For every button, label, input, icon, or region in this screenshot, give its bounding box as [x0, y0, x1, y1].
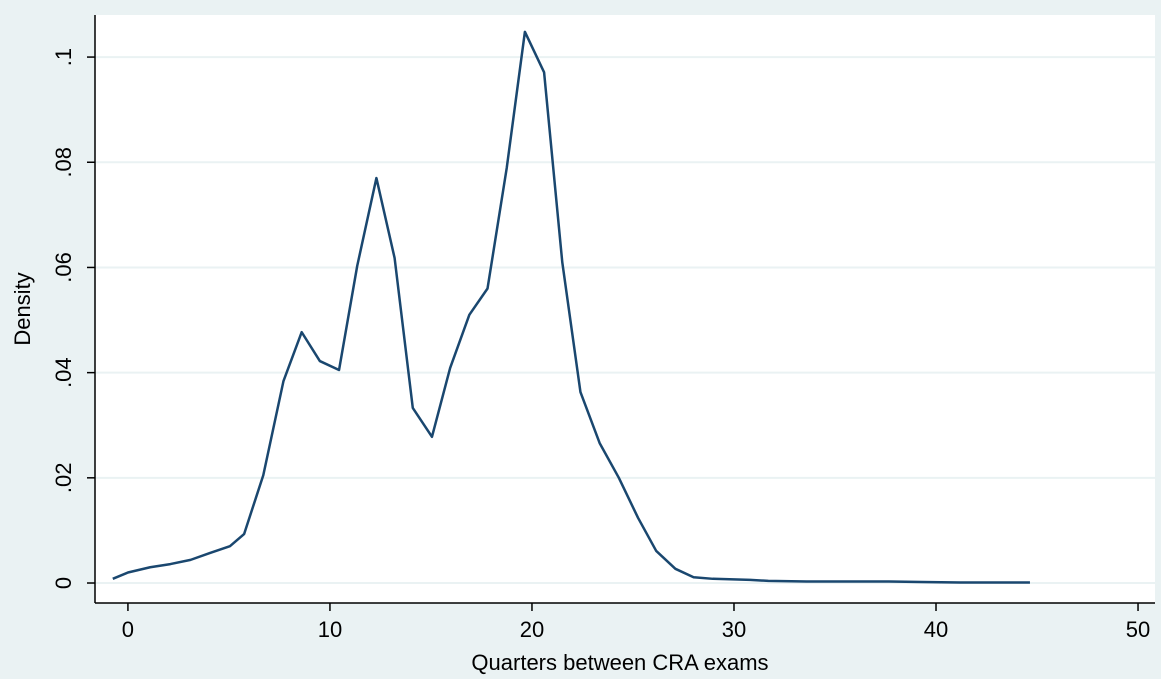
y-tick-label: .08 — [51, 147, 76, 178]
x-tick-label: 50 — [1126, 617, 1150, 642]
y-tick-label: 0 — [51, 577, 76, 589]
x-tick-label: 40 — [924, 617, 948, 642]
y-tick-label: .1 — [51, 48, 76, 66]
x-tick-label: 30 — [722, 617, 746, 642]
density-line — [112, 30, 1030, 584]
x-tick-label: 10 — [318, 617, 342, 642]
y-axis-label: Density — [10, 272, 35, 345]
x-tick-label: 20 — [520, 617, 544, 642]
y-tick-label: .06 — [51, 252, 76, 283]
plot-area — [95, 15, 1155, 603]
x-tick-label: 0 — [122, 617, 134, 642]
y-tick-label: .02 — [51, 463, 76, 494]
y-tick-label: .04 — [51, 357, 76, 388]
x-axis-label: Quarters between CRA exams — [471, 650, 768, 675]
